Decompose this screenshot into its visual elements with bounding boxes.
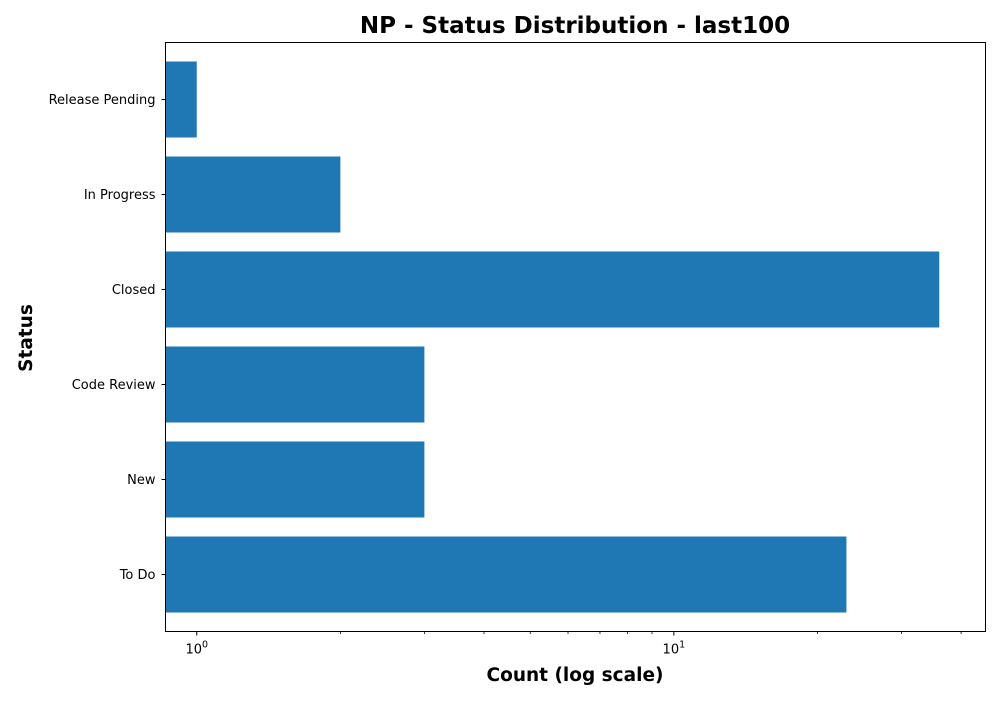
bar-release-pending [165,61,197,138]
bar-in-progress [165,156,341,233]
bar-closed [165,251,940,328]
y-tick-label-new: New [127,473,156,488]
x-tick-label-10: 101 [663,640,686,658]
chart-title: NP - Status Distribution - last100 [360,13,790,39]
y-tick-label-closed: Closed [112,283,156,298]
y-tick-label-to-do: To Do [119,568,156,583]
bar-to-do [165,536,847,613]
y-tick-label-code-review: Code Review [72,378,156,393]
x-axis-label: Count (log scale) [487,665,664,686]
ticks-layer: To Do New Code Review Closed In Progress Rele… [49,93,962,658]
y-tick-label-release-pending: Release Pending [49,93,156,108]
bar-code-review [165,346,425,423]
bar-new [165,441,425,518]
bars-layer [165,61,940,613]
y-tick-label-in-progress: In Progress [84,188,156,203]
x-tick-label-1: 100 [185,640,208,658]
plot-frame [165,42,986,632]
y-axis-label: Status [16,304,37,372]
